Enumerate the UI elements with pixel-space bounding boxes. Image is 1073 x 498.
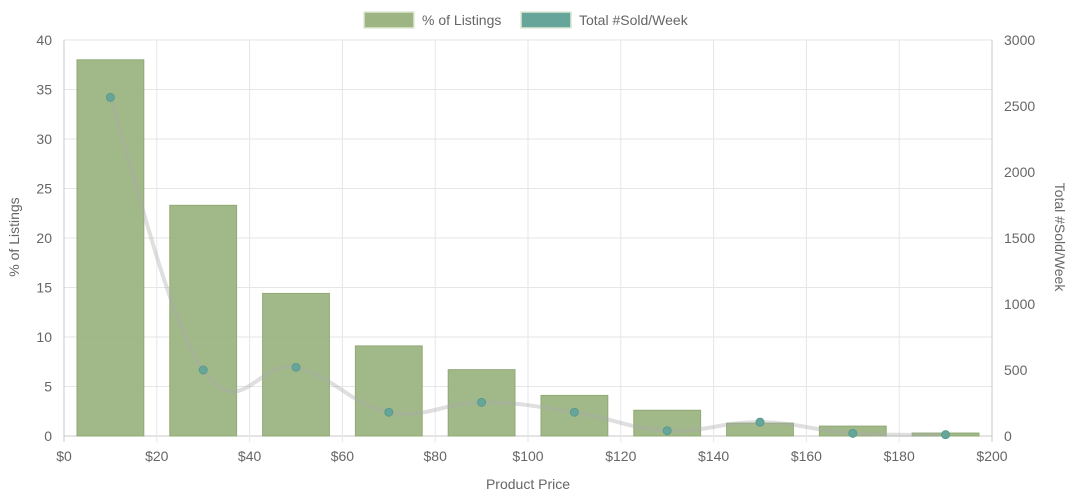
x-tick-label: $180 xyxy=(884,448,915,464)
line-point[interactable] xyxy=(662,426,672,436)
y2-tick-label: 3000 xyxy=(1004,32,1035,48)
y2-tick-label: 2500 xyxy=(1004,98,1035,114)
x-tick-label: $20 xyxy=(145,448,169,464)
x-tick-label: $60 xyxy=(331,448,355,464)
bar[interactable] xyxy=(354,345,423,437)
y2-tick-label: 1500 xyxy=(1004,230,1035,246)
y-axis-left: 0 5 10 15 20 25 30 35 40 xyxy=(36,32,52,444)
y-tick-label: 25 xyxy=(36,181,52,197)
line-point[interactable] xyxy=(941,430,951,440)
y-tick-label: 30 xyxy=(36,131,52,147)
x-tick-label: $120 xyxy=(605,448,636,464)
legend: % of Listings Total #Sold/Week xyxy=(363,11,689,29)
line-point[interactable] xyxy=(291,362,301,372)
line-point[interactable] xyxy=(755,417,765,427)
y2-tick-label: 1000 xyxy=(1004,296,1035,312)
y2-tick-label: 0 xyxy=(1004,428,1012,444)
y2-axis-title: Total #Sold/Week xyxy=(1052,183,1068,293)
y2-tick-label: 500 xyxy=(1004,362,1028,378)
y-tick-label: 0 xyxy=(44,428,52,444)
legend-item-listings[interactable]: % of Listings xyxy=(363,11,501,29)
x-axis: $0 $20 $40 $60 $80 $100 $120 $140 $160 $180 $200 xyxy=(56,448,1008,464)
x-axis-title: Product Price xyxy=(486,476,570,492)
line-point[interactable] xyxy=(198,365,208,375)
line-series xyxy=(105,92,951,440)
y-tick-label: 35 xyxy=(36,82,52,98)
x-tick-label: $160 xyxy=(791,448,822,464)
x-tick-label: $100 xyxy=(512,448,543,464)
grid xyxy=(63,39,993,442)
x-tick-label: $80 xyxy=(424,448,448,464)
y-axis-title: % of Listings xyxy=(6,197,22,276)
line-point[interactable] xyxy=(105,92,115,102)
y-tick-label: 15 xyxy=(36,280,52,296)
legend-item-sold-week[interactable]: Total #Sold/Week xyxy=(520,11,689,29)
legend-label-listings: % of Listings xyxy=(422,12,501,28)
y2-tick-label: 2000 xyxy=(1004,164,1035,180)
bar[interactable] xyxy=(169,204,238,437)
y-axis-right: 0 500 1000 1500 2000 2500 3000 xyxy=(1004,32,1035,444)
line-point[interactable] xyxy=(569,407,579,417)
x-tick-label: $200 xyxy=(976,448,1007,464)
bar[interactable] xyxy=(76,59,145,437)
y-tick-label: 10 xyxy=(36,329,52,345)
x-tick-label: $0 xyxy=(56,448,72,464)
line-point[interactable] xyxy=(848,428,858,438)
line-point[interactable] xyxy=(384,407,394,417)
line-point[interactable] xyxy=(477,397,487,407)
legend-label-sold-week: Total #Sold/Week xyxy=(579,12,689,28)
x-tick-label: $140 xyxy=(698,448,729,464)
y-tick-label: 40 xyxy=(36,32,52,48)
y-tick-label: 20 xyxy=(36,230,52,246)
y-tick-label: 5 xyxy=(44,379,52,395)
x-tick-label: $40 xyxy=(238,448,262,464)
